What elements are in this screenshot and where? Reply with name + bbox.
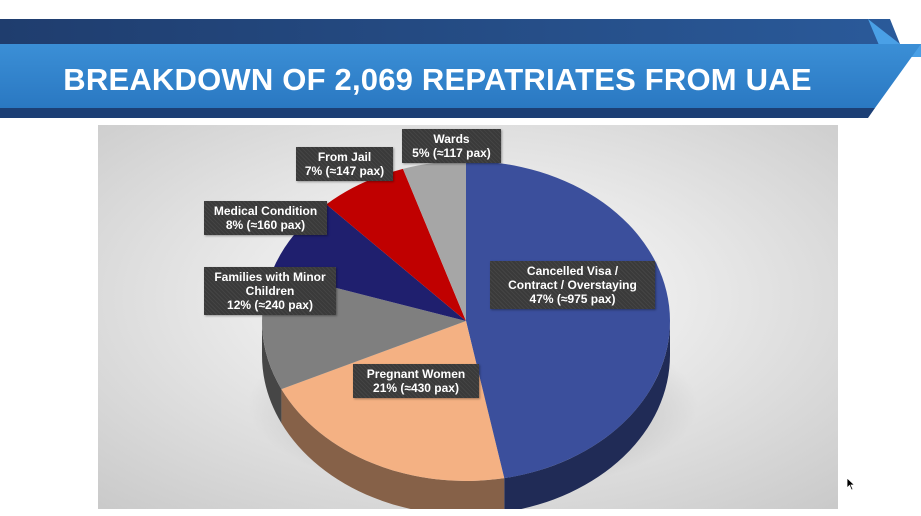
- pie-side-pregnant: [281, 389, 505, 509]
- data-label-families: Families with Minor Children 12% (≈240 pax…: [204, 267, 336, 315]
- page-title: BREAKDOWN OF 2,069 REPATRIATES FROM UAE: [63, 62, 812, 97]
- data-label-category: Pregnant Women: [366, 367, 466, 381]
- data-label-value: 5% (≈117 pax): [412, 146, 491, 160]
- data-label-medical: Medical Condition 8% (≈160 pax): [204, 201, 327, 235]
- data-label-value: 8% (≈160 pax): [225, 218, 306, 232]
- data-label-value: 12% (≈240 pax): [227, 298, 313, 312]
- data-label-value: 21% (≈430 pax): [373, 381, 459, 395]
- pie-side-cancelled: [504, 321, 670, 509]
- pie-side-families: [262, 321, 282, 424]
- data-label-value: 7% (≈147 pax): [304, 164, 385, 178]
- data-label-category: Cancelled Visa /: [526, 264, 619, 278]
- data-label-pregnant: Pregnant Women 21% (≈430 pax): [353, 364, 479, 398]
- mouse-cursor-icon: [846, 477, 856, 491]
- data-label-category: Wards: [433, 132, 470, 146]
- data-label-wards: Wards 5% (≈117 pax): [402, 129, 501, 163]
- data-label-cancelled: Cancelled Visa / Contract / Overstaying 47…: [490, 261, 655, 309]
- pie-slice-cancelled: [466, 161, 670, 479]
- data-label-jail: From Jail 7% (≈147 pax): [296, 147, 393, 181]
- chart-area: Cancelled Visa / Contract / Overstaying 47…: [98, 125, 838, 509]
- data-label-category: Contract / Overstaying: [508, 278, 637, 292]
- banner-shape: [0, 19, 921, 118]
- data-label-category: Families with Minor: [214, 270, 326, 284]
- title-banner: BREAKDOWN OF 2,069 REPATRIATES FROM UAE: [0, 0, 921, 130]
- data-label-category: From Jail: [317, 150, 372, 164]
- pie-slice-wards: [402, 161, 466, 321]
- data-label-value: 47% (≈975 pax): [529, 292, 616, 306]
- data-label-category: Children: [245, 284, 295, 298]
- data-label-category: Medical Condition: [213, 204, 318, 218]
- pie-chart: [98, 125, 838, 509]
- pie-slice-jail: [326, 168, 466, 321]
- pie-slice-pregnant: [281, 321, 505, 481]
